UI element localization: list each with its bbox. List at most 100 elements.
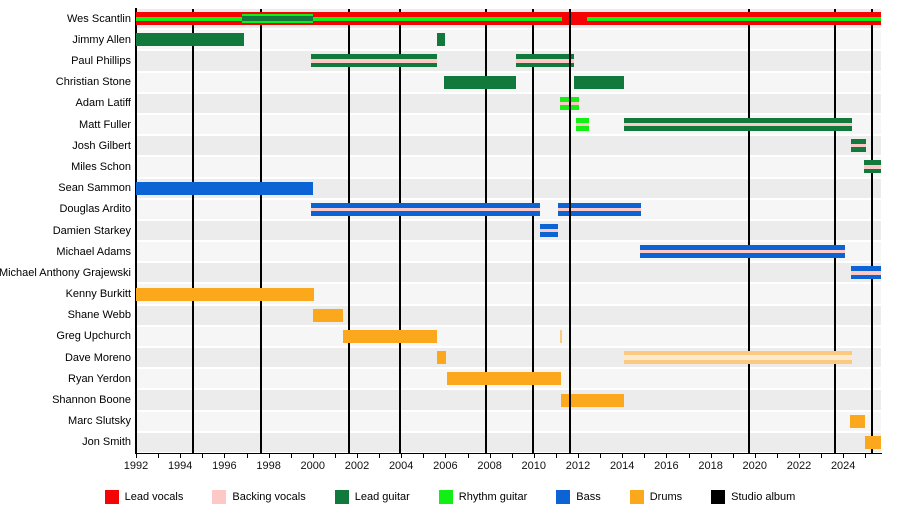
axis-tick <box>622 454 624 458</box>
legend-label: Lead guitar <box>354 490 410 503</box>
album_line-swatch <box>711 489 726 504</box>
timeline-bar-drums <box>312 308 343 322</box>
member-label: Paul Phillips <box>71 54 131 67</box>
timeline-bar-bass <box>639 245 846 259</box>
axis-tick <box>511 454 513 458</box>
backing-vocals-stripe <box>540 228 559 233</box>
axis-tick <box>555 454 557 458</box>
member-label: Matt Fuller <box>79 118 131 131</box>
member-label: Ryan Yerdon <box>68 372 131 385</box>
axis-tick <box>334 454 336 458</box>
member-label: Wes Scantlin <box>67 12 131 25</box>
row-background <box>136 390 881 410</box>
member-label: Jimmy Allen <box>72 33 131 46</box>
axis-tick <box>445 454 447 458</box>
axis-tick <box>843 454 845 458</box>
row-background <box>136 411 881 431</box>
axis-tick <box>732 454 734 458</box>
backing-vocals-stripe <box>310 207 541 212</box>
timeline-bar-bass <box>310 202 541 216</box>
backing-vocals-stripe <box>864 165 881 169</box>
axis-label: 2004 <box>388 460 414 472</box>
member-label: Josh Gilbert <box>72 139 131 152</box>
axis-label: 2014 <box>609 460 635 472</box>
member-label: Marc Slutsky <box>68 415 131 428</box>
member-label: Damien Starkey <box>52 224 131 237</box>
legend-item-rhythm_guitar: Rhythm guitar <box>438 489 528 504</box>
timeline-bar-rhythm_guitar <box>575 118 590 132</box>
row-background <box>136 51 881 71</box>
timeline-bar-lead_guitar <box>624 118 853 132</box>
light-drums-stripe <box>624 355 853 361</box>
axis-tick <box>776 454 778 458</box>
timeline-bar-drums <box>865 435 881 449</box>
timeline-bar-lead_guitar <box>436 33 446 47</box>
row-background <box>136 305 881 325</box>
row-background <box>136 220 881 241</box>
axis-label: 1996 <box>212 460 237 472</box>
studio-album-line <box>399 9 402 453</box>
row-background <box>136 157 881 177</box>
backing-vocals-stripe <box>575 122 590 127</box>
member-label: Christian Stone <box>55 76 131 89</box>
row-background <box>136 326 881 347</box>
row-background <box>136 263 881 283</box>
legend-item-lead_guitar: Lead guitar <box>334 489 410 504</box>
member-label: Jon Smith <box>82 436 131 449</box>
axis-label: 2018 <box>698 460 723 472</box>
axis-tick <box>423 454 425 458</box>
timeline-bar-lead_guitar <box>242 16 313 22</box>
axis-label: 2022 <box>786 460 812 472</box>
legend-item-backing_vocals: Backing vocals <box>212 489 306 504</box>
backing-vocals-stripe <box>639 249 846 254</box>
axis-tick <box>246 454 248 458</box>
backing-vocals-stripe <box>624 122 853 127</box>
legend-label: Rhythm guitar <box>458 490 528 503</box>
member-label: Kenny Burkitt <box>65 288 131 301</box>
timeline-bar-lead_guitar <box>573 75 625 89</box>
studio-album-line <box>569 9 572 453</box>
axis-tick <box>644 454 646 458</box>
row-background <box>136 178 881 198</box>
x-axis-line <box>135 453 882 454</box>
axis-tick <box>401 454 403 458</box>
axis-tick <box>688 454 690 458</box>
timeline-bar-drums <box>560 393 625 407</box>
axis-label: 2024 <box>830 460 856 472</box>
backing_vocals-swatch <box>212 489 227 504</box>
legend-item-bass: Bass <box>556 489 601 504</box>
row-background <box>136 93 881 113</box>
axis-tick <box>136 454 137 458</box>
timeline-bar-drums_light <box>624 351 853 365</box>
member-label: Dave Moreno <box>64 351 131 364</box>
lead_guitar-swatch <box>334 489 349 504</box>
row-background <box>136 284 881 304</box>
member-label: Greg Upchurch <box>56 330 131 343</box>
member-label: Michael Anthony Grajewski <box>0 266 131 279</box>
studio-album-line <box>870 9 873 453</box>
axis-tick <box>799 454 800 458</box>
axis-label: 2016 <box>654 460 679 472</box>
legend-label: Drums <box>649 490 683 503</box>
member-label: Shane Webb <box>67 309 131 322</box>
legend-item-lead_vocals: Lead vocals <box>104 489 183 504</box>
timeline-bar-lead_guitar <box>310 54 437 68</box>
axis-tick <box>312 454 314 458</box>
studio-album-line <box>485 9 488 453</box>
axis-tick <box>865 454 867 458</box>
axis-tick <box>180 454 182 458</box>
drums-swatch <box>629 489 644 504</box>
legend-label: Backing vocals <box>232 490 306 503</box>
axis-tick <box>290 454 292 458</box>
rhythm_guitar-swatch <box>438 489 453 504</box>
timeline-bar-lead_guitar <box>444 75 517 89</box>
axis-tick <box>467 454 469 458</box>
member-label: Michael Adams <box>56 245 131 258</box>
timeline-bar-bass <box>136 181 313 195</box>
axis-label: 2000 <box>300 460 326 472</box>
timeline-bar-drums <box>136 287 314 301</box>
legend-label: Studio album <box>731 490 796 503</box>
axis-label: 2008 <box>477 460 502 472</box>
timeline-bar-lead_guitar <box>136 33 245 47</box>
studio-album-line <box>192 9 195 453</box>
